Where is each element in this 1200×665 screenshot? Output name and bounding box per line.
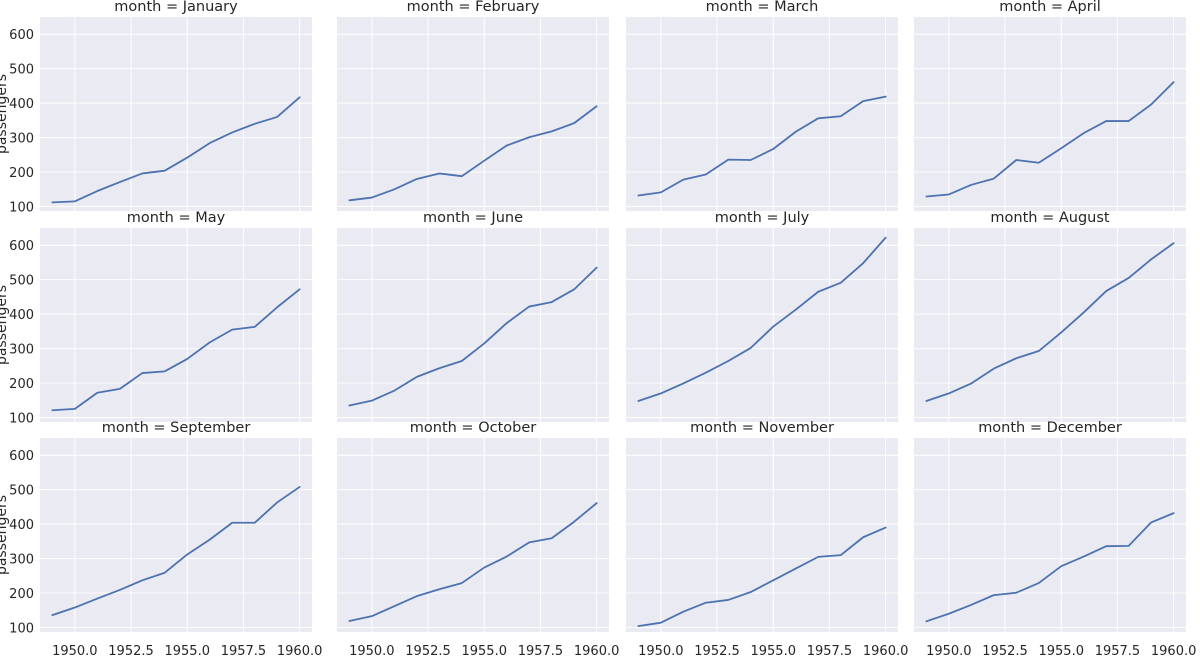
x-tick-label: 1960.0 [863, 644, 909, 659]
facet-title: month = January [114, 0, 238, 15]
x-tick-label: 1955.0 [750, 644, 796, 659]
x-tick-label: 1950.0 [52, 644, 98, 659]
x-tick-label: 1952.5 [108, 644, 154, 659]
x-tick-label: 1960.0 [1151, 644, 1197, 659]
panel-background [337, 228, 609, 422]
y-tick-label: 300 [9, 132, 34, 147]
x-tick-label: 1952.5 [982, 644, 1028, 659]
y-tick-label: 500 [9, 484, 34, 499]
facet-title: month = September [102, 420, 251, 436]
facet-title: month = February [407, 0, 540, 15]
facet-title: month = October [410, 420, 536, 436]
y-tick-label: 200 [9, 587, 34, 602]
facet-title: month = June [423, 210, 523, 226]
y-tick-label: 200 [9, 377, 34, 392]
y-tick-label: 600 [9, 239, 34, 254]
x-tick-label: 1957.5 [221, 644, 267, 659]
facet-panel: month = November 1950.0 1952.5 1955.0 1957.5… [626, 420, 908, 659]
facet-title: month = March [706, 0, 819, 15]
facet-panel: month = July [626, 210, 898, 422]
panel-background [914, 228, 1186, 422]
y-tick-label: 400 [9, 97, 34, 112]
x-tick-label: 1957.5 [518, 644, 564, 659]
y-tick-label: 600 [9, 449, 34, 464]
y-axis-label: passengers [0, 74, 10, 154]
x-tick-label: 1955.0 [461, 644, 507, 659]
y-axis-label: passengers [0, 495, 10, 575]
series-line [637, 526, 887, 628]
panel-background [914, 17, 1186, 211]
facet-panel: month = April [914, 0, 1186, 211]
facet-panel: month = February [337, 0, 609, 211]
x-tick-label: 1950.0 [926, 644, 972, 659]
series-line [348, 502, 598, 622]
facet-panel: month = March [626, 0, 898, 211]
series-line [925, 242, 1175, 402]
series-line [925, 81, 1175, 198]
facet-title: month = April [999, 0, 1101, 15]
y-tick-label: 200 [9, 166, 34, 181]
panel-background [626, 228, 898, 422]
y-tick-label: 100 [9, 201, 34, 216]
y-tick-label: 100 [9, 412, 34, 427]
x-tick-label: 1950.0 [349, 644, 395, 659]
facet-panel: month = June [337, 210, 609, 422]
x-tick-label: 1960.0 [574, 644, 620, 659]
series-line [925, 512, 1175, 623]
x-tick-label: 1952.5 [405, 644, 451, 659]
facet-panel: month = January 100 200 300 400 500 600 [9, 0, 312, 216]
facet-panel: month = May 100 200 300 400 500 600 [9, 210, 312, 427]
panel-background [626, 438, 898, 632]
series-line [637, 236, 887, 402]
facet-title: month = November [690, 420, 834, 436]
series-line [51, 486, 301, 617]
panel-background [40, 228, 312, 422]
panel-background [337, 17, 609, 211]
series-line [51, 288, 301, 412]
x-tick-label: 1950.0 [638, 644, 684, 659]
series-line [348, 105, 598, 202]
series-line [51, 96, 301, 204]
y-tick-label: 500 [9, 274, 34, 289]
facet-panel: month = October 1950.0 1952.5 1955.0 1957.5 1… [337, 420, 619, 659]
facet-title: month = August [990, 210, 1109, 226]
panel-background [626, 17, 898, 211]
y-axis-label: passengers [0, 285, 10, 365]
panel-background [40, 438, 312, 632]
facet-panel: month = September 100 200 300 400 500 600 1950.… [9, 420, 322, 659]
facet-title: month = December [978, 420, 1122, 436]
facet-title: month = July [715, 210, 810, 226]
x-tick-label: 1955.0 [1038, 644, 1084, 659]
y-tick-label: 400 [9, 308, 34, 323]
panel-background [914, 438, 1186, 632]
x-tick-label: 1960.0 [277, 644, 323, 659]
y-tick-label: 500 [9, 63, 34, 78]
panel-background [40, 17, 312, 211]
x-tick-label: 1952.5 [694, 644, 740, 659]
y-tick-label: 100 [9, 622, 34, 637]
x-tick-label: 1957.5 [807, 644, 853, 659]
x-tick-label: 1957.5 [1095, 644, 1141, 659]
panel-background [337, 438, 609, 632]
facet-title: month = May [127, 210, 226, 226]
y-tick-label: 300 [9, 553, 34, 568]
facet-panel: month = December 1950.0 1952.5 1955.0 1957.5… [914, 420, 1196, 659]
y-tick-label: 400 [9, 518, 34, 533]
y-tick-label: 300 [9, 343, 34, 358]
x-tick-label: 1955.0 [164, 644, 210, 659]
facet-panel: month = August [914, 210, 1186, 422]
series-line [348, 266, 598, 407]
y-tick-label: 600 [9, 28, 34, 43]
series-line [637, 95, 887, 197]
